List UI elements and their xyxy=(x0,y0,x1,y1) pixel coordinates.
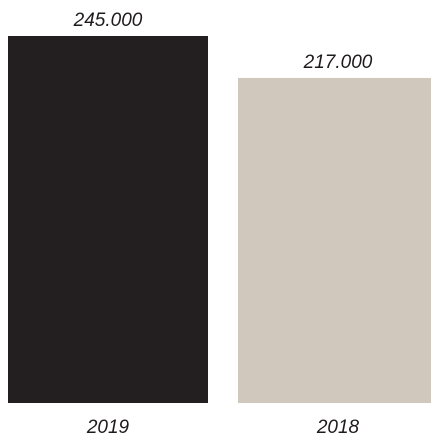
bar-2019 xyxy=(8,36,208,403)
bar-2018 xyxy=(238,77,431,403)
data-label-2019: 245.000 xyxy=(73,10,143,31)
data-label-2018: 217.000 xyxy=(303,52,373,73)
x-tick-label-2018: 2018 xyxy=(316,417,360,436)
x-tick-label-2019: 2019 xyxy=(86,417,130,436)
